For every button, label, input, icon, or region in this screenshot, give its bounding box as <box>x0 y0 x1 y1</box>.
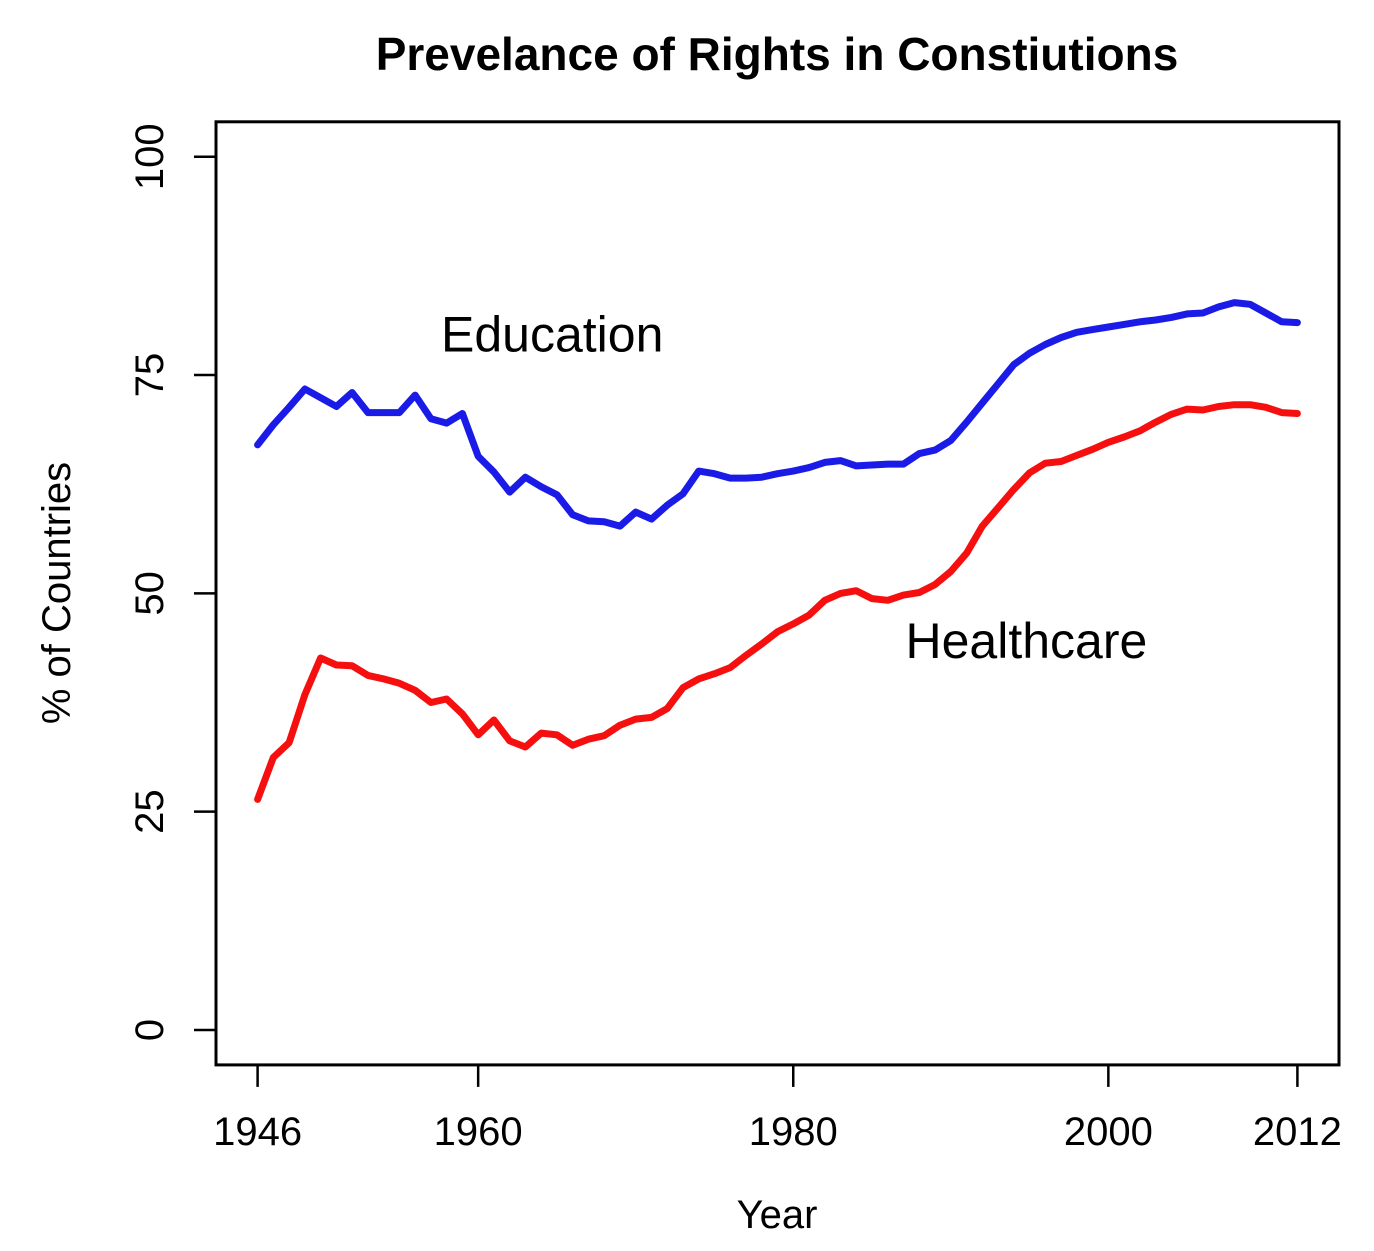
x-axis: 1946 1960 1980 2000 2012 <box>213 1064 1342 1154</box>
y-tick-label: 0 <box>128 1019 172 1041</box>
plot-area-border <box>214 120 1341 1067</box>
series-line-healthcare <box>254 401 1301 803</box>
series-line-education <box>254 299 1301 530</box>
y-tick-label: 75 <box>128 353 172 398</box>
chart-title: Prevelance of Rights in Constiutions <box>376 28 1179 80</box>
x-tick-label: 2000 <box>1064 1110 1153 1154</box>
series-lines <box>254 299 1301 803</box>
y-axis: 0 25 50 75 100 <box>128 123 216 1041</box>
y-axis-title: % of Countries <box>35 462 79 724</box>
y-tick-label: 25 <box>128 789 172 834</box>
education-label: Education <box>441 306 663 362</box>
series-labels: Education Healthcare <box>441 306 1147 669</box>
y-tick-label: 100 <box>128 123 172 190</box>
x-axis-title: Year <box>737 1193 818 1237</box>
healthcare-label: Healthcare <box>906 613 1148 669</box>
x-tick-label: 1980 <box>749 1110 838 1154</box>
x-tick-label: 1946 <box>213 1110 302 1154</box>
x-tick-label: 2012 <box>1253 1110 1342 1154</box>
x-tick-label: 1960 <box>434 1110 523 1154</box>
y-tick-label: 50 <box>128 571 172 616</box>
